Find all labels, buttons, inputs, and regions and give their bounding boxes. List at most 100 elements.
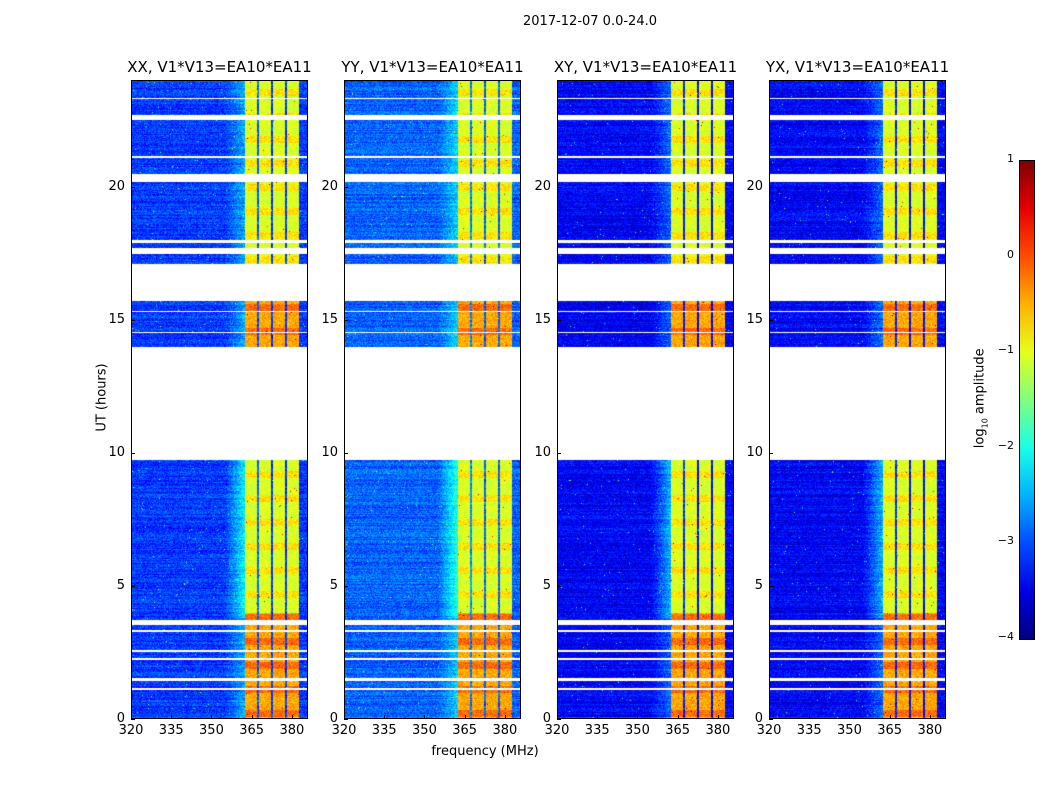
x-tick-label: 350 [412,723,437,738]
y-tick-mark [769,585,773,587]
colorbar-tick-label: −4 [997,630,1014,643]
x-tick-mark [889,715,891,719]
panel-frame [769,80,946,719]
x-tick-mark [504,715,506,719]
colorbar-tick-label: −2 [997,438,1014,452]
panel-frame [131,80,308,719]
spectrogram-panel: YX, V1*V13=EA10*EA11 320 335 350 365 380 0 5 10 1… [746,58,949,738]
y-tick-mark [131,719,135,720]
x-tick-mark [929,715,931,719]
y-tick-mark [557,319,561,321]
x-tick-label: 320 [331,723,357,738]
y-tick-mark [344,319,348,321]
spectrogram-image [344,80,521,719]
x-tick-mark [131,715,132,719]
x-tick-mark [809,715,811,719]
x-tick-mark [557,715,558,719]
colorbar-tick-label: −3 [997,534,1014,548]
y-tick-label: 0 [754,711,763,726]
y-tick-mark [131,452,135,454]
spectrogram-panel: XX, V1*V13=EA10*EA11 320 335 350 365 380 0 5 10 1… [108,58,311,738]
x-tick-label: 320 [544,723,570,738]
x-tick-label: 365 [452,723,478,738]
y-axis-label: UT (hours) [94,363,110,432]
y-tick-label: 0 [542,711,551,726]
y-tick-label: 20 [108,178,125,194]
x-tick-label: 335 [158,723,184,738]
panel-frame [557,80,734,719]
x-tick-mark [677,715,679,719]
colorbar [1019,160,1035,640]
x-tick-mark [717,715,719,719]
x-tick-label: 350 [625,723,650,738]
y-tick-mark [131,585,135,587]
y-tick-mark [557,719,561,720]
spectrogram-panel: YY, V1*V13=EA10*EA11 320 335 350 365 380 0 5 10 1… [321,58,523,738]
x-tick-label: 380 [917,723,943,738]
colorbar-tick-label: −1 [997,343,1014,357]
x-tick-label: 320 [118,723,144,738]
y-tick-mark [131,186,135,188]
panel-title: XY, V1*V13=EA10*EA11 [553,58,738,76]
y-tick-mark [769,452,773,454]
x-tick-label: 380 [279,723,305,738]
x-tick-mark [291,715,293,719]
x-tick-mark [464,715,466,719]
y-tick-label: 5 [329,577,338,593]
x-tick-label: 365 [665,723,691,738]
y-tick-label: 10 [534,444,551,460]
y-tick-label: 15 [321,311,338,327]
y-tick-label: 15 [746,311,763,327]
y-tick-mark [557,186,561,188]
x-tick-label: 380 [492,723,518,738]
y-tick-label: 20 [746,178,763,194]
colorbar-label: log10 amplitude [972,348,990,449]
y-tick-mark [344,585,348,587]
x-tick-label: 335 [371,723,397,738]
x-tick-label: 350 [837,723,862,738]
x-tick-mark [849,715,851,719]
panel-title: XX, V1*V13=EA10*EA11 [127,58,312,76]
panel-frame [344,80,521,719]
y-tick-label: 5 [542,577,551,593]
x-tick-label: 350 [199,723,224,738]
x-axis-label: frequency (MHz) [431,744,539,759]
y-tick-label: 20 [534,178,551,194]
y-tick-mark [344,186,348,188]
x-tick-mark [597,715,599,719]
y-tick-label: 20 [321,178,338,194]
y-tick-label: 10 [321,444,338,460]
x-tick-mark [344,715,345,719]
y-tick-label: 15 [108,311,125,327]
x-tick-mark [211,715,213,719]
x-tick-mark [637,715,639,719]
x-tick-label: 365 [239,723,265,738]
y-tick-mark [344,719,348,720]
y-tick-mark [557,585,561,587]
colorbar-tick-label: 1 [1007,152,1014,165]
colorbar-tick-label: 0 [1007,247,1014,261]
spectrogram-image [131,80,308,719]
y-tick-mark [769,186,773,188]
x-tick-mark [384,715,386,719]
y-tick-mark [344,452,348,454]
x-tick-label: 320 [756,723,782,738]
x-tick-label: 335 [584,723,610,738]
y-tick-label: 10 [746,444,763,460]
x-tick-mark [171,715,173,719]
x-tick-label: 365 [877,723,903,738]
spectrogram-panel: XY, V1*V13=EA10*EA11 320 335 350 365 380 0 5 10 1… [534,58,737,738]
x-tick-label: 335 [796,723,822,738]
y-tick-label: 5 [116,577,125,593]
panel-title: YX, V1*V13=EA10*EA11 [765,58,950,76]
y-tick-mark [131,319,135,321]
x-tick-mark [769,715,770,719]
y-tick-mark [769,719,773,720]
y-tick-mark [769,319,773,321]
figure-title: 2017-12-07 0.0-24.0 [523,14,657,29]
spectrogram-image [769,80,946,719]
panel-title: YY, V1*V13=EA10*EA11 [341,58,524,76]
y-tick-label: 0 [329,711,338,726]
x-tick-mark [424,715,426,719]
